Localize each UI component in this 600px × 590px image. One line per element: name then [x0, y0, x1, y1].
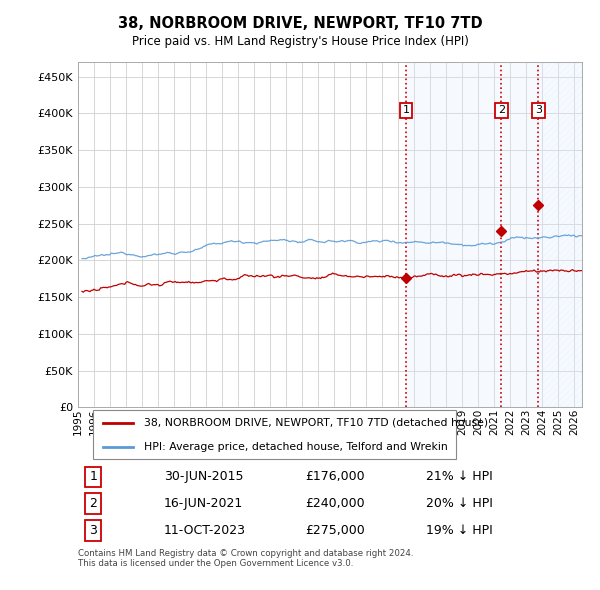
Text: £275,000: £275,000: [305, 524, 365, 537]
Text: 3: 3: [535, 106, 542, 115]
Text: Price paid vs. HM Land Registry's House Price Index (HPI): Price paid vs. HM Land Registry's House …: [131, 35, 469, 48]
Bar: [538, 62, 582, 408]
Text: £240,000: £240,000: [305, 497, 364, 510]
Text: 19% ↓ HPI: 19% ↓ HPI: [426, 524, 493, 537]
Text: 1: 1: [89, 470, 97, 483]
Text: 30-JUN-2015: 30-JUN-2015: [164, 470, 243, 483]
Bar: [406, 62, 582, 408]
Text: £176,000: £176,000: [305, 470, 364, 483]
Text: Contains HM Land Registry data © Crown copyright and database right 2024.
This d: Contains HM Land Registry data © Crown c…: [78, 549, 413, 568]
Text: 38, NORBROOM DRIVE, NEWPORT, TF10 7TD: 38, NORBROOM DRIVE, NEWPORT, TF10 7TD: [118, 16, 482, 31]
Text: 11-OCT-2023: 11-OCT-2023: [164, 524, 245, 537]
Text: 2: 2: [89, 497, 97, 510]
Text: 38, NORBROOM DRIVE, NEWPORT, TF10 7TD (detached house): 38, NORBROOM DRIVE, NEWPORT, TF10 7TD (d…: [143, 418, 488, 428]
Text: 21% ↓ HPI: 21% ↓ HPI: [426, 470, 493, 483]
Text: 3: 3: [89, 524, 97, 537]
Text: 1: 1: [403, 106, 410, 115]
Text: HPI: Average price, detached house, Telford and Wrekin: HPI: Average price, detached house, Telf…: [143, 441, 447, 451]
Text: 2: 2: [497, 106, 505, 115]
Text: 16-JUN-2021: 16-JUN-2021: [164, 497, 243, 510]
FancyBboxPatch shape: [93, 410, 456, 459]
Text: 20% ↓ HPI: 20% ↓ HPI: [426, 497, 493, 510]
